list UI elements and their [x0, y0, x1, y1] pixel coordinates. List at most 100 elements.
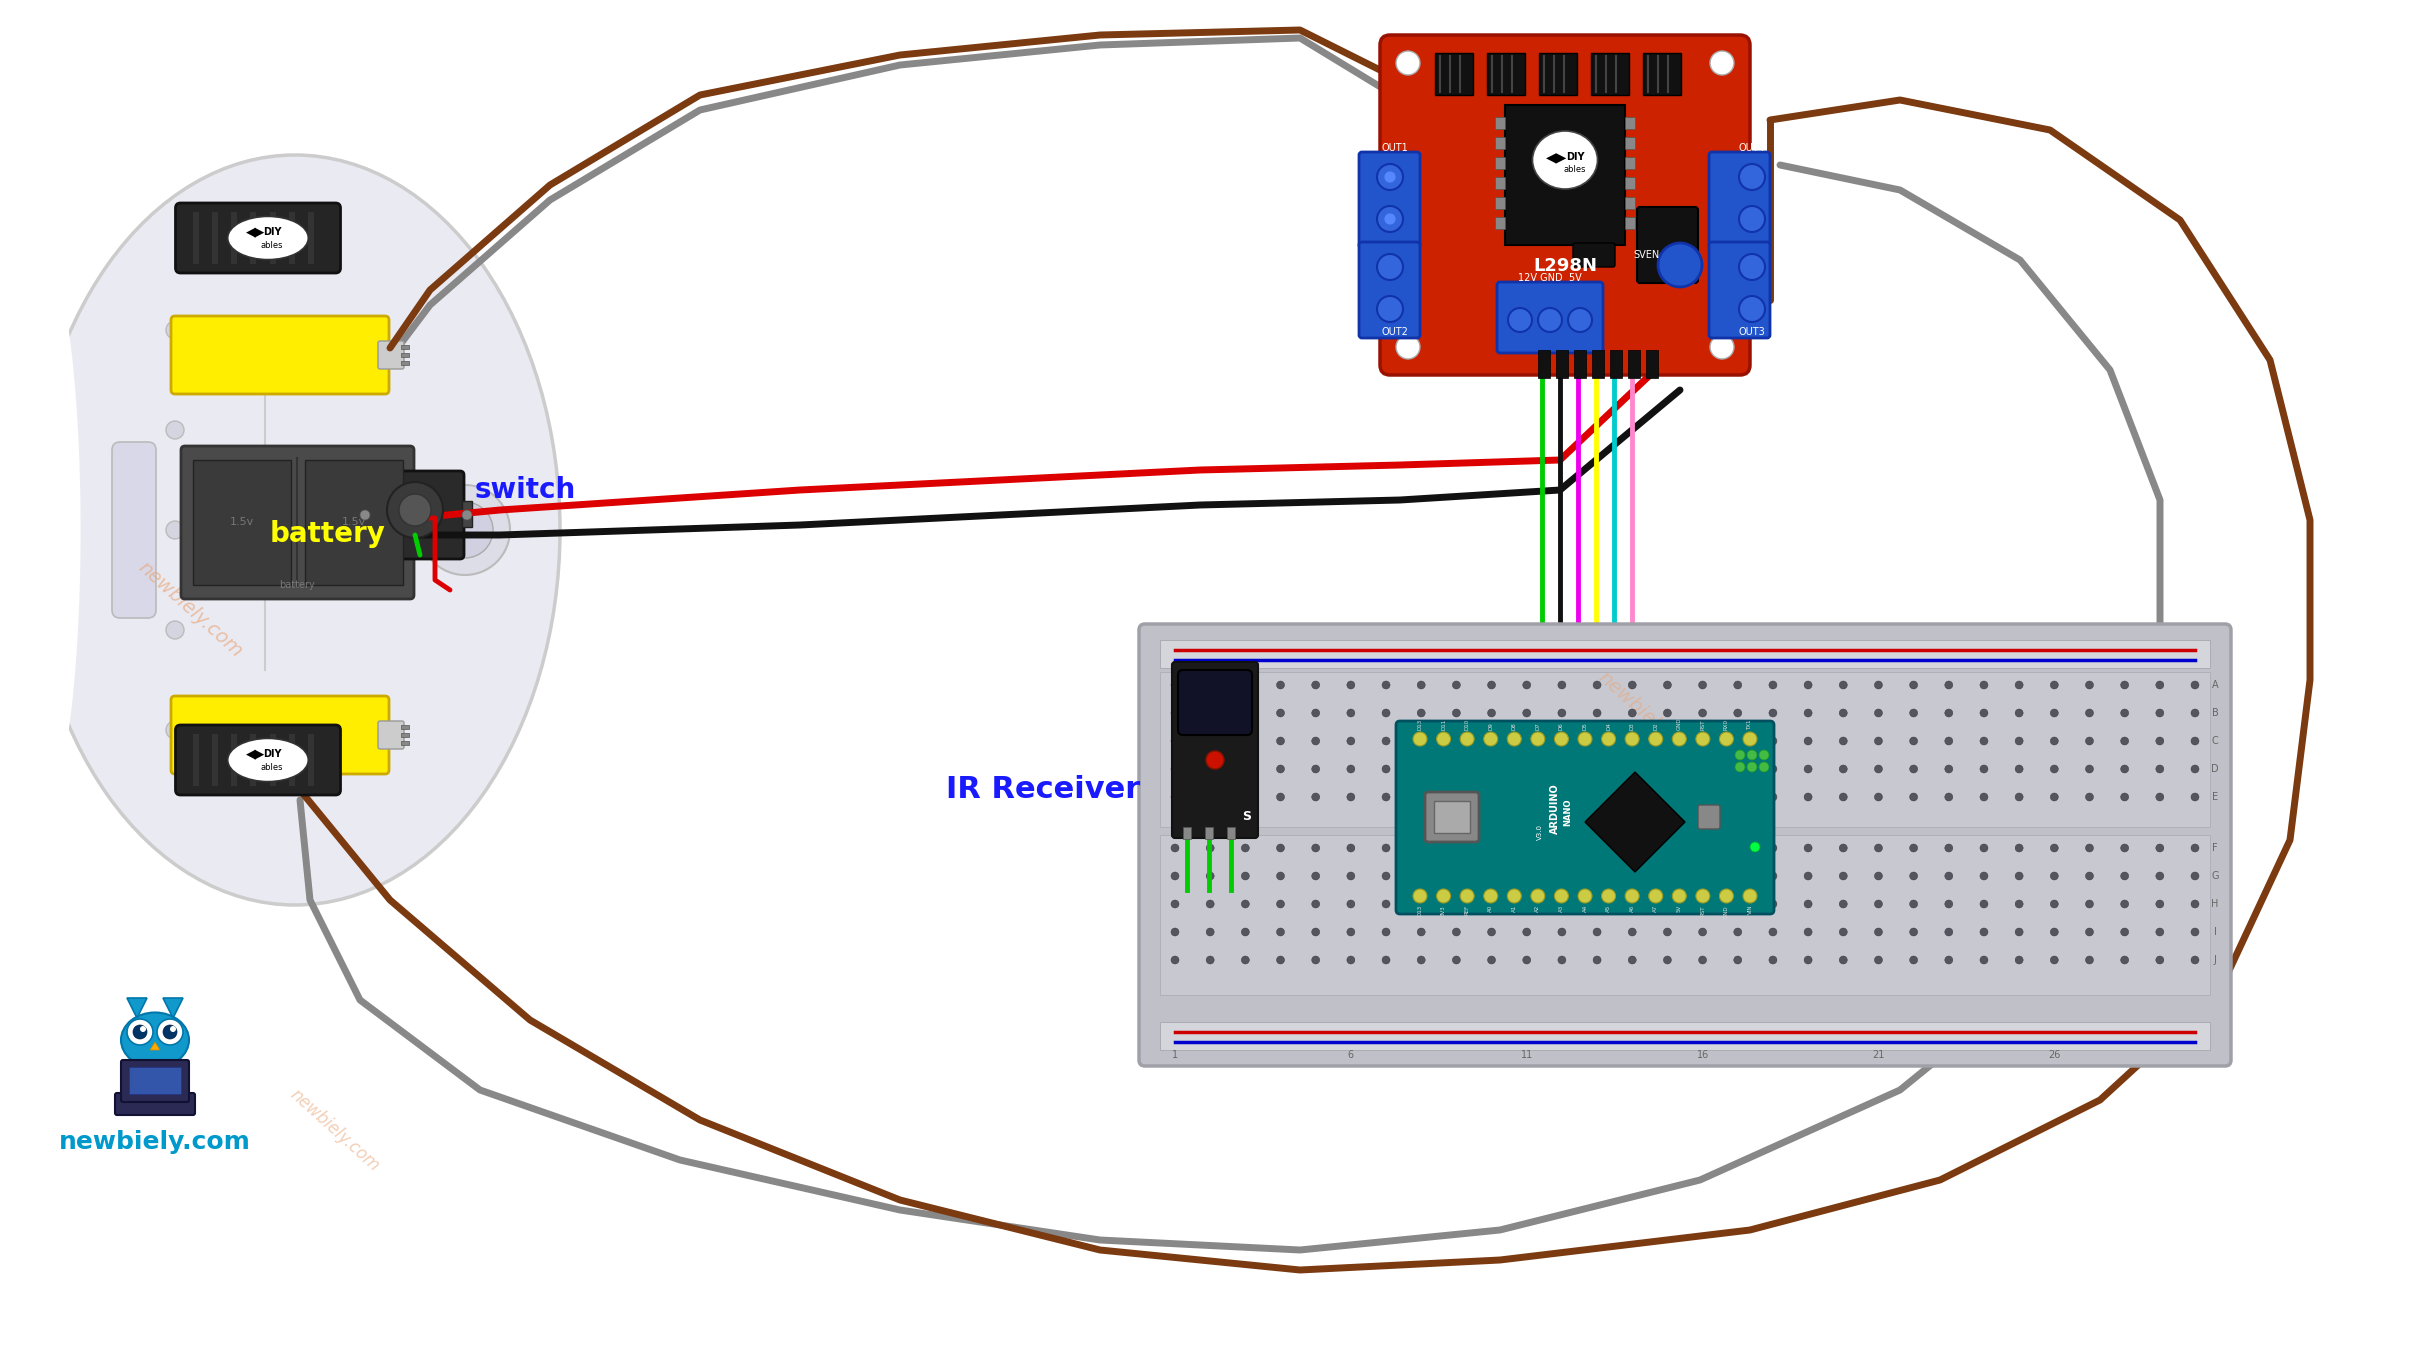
FancyBboxPatch shape — [114, 1094, 195, 1115]
Circle shape — [1381, 872, 1391, 880]
Circle shape — [134, 1025, 146, 1040]
Circle shape — [1452, 765, 1459, 774]
Text: IR Receiver: IR Receiver — [946, 775, 1141, 805]
Text: G: G — [2211, 871, 2218, 882]
Circle shape — [1578, 890, 1593, 903]
Bar — [1496, 197, 1505, 209]
Circle shape — [1277, 872, 1284, 880]
Bar — [1160, 640, 2211, 668]
Bar — [401, 360, 409, 365]
Circle shape — [1418, 709, 1425, 717]
Circle shape — [421, 485, 511, 575]
Circle shape — [1578, 732, 1593, 747]
Circle shape — [1418, 900, 1425, 909]
Circle shape — [1311, 709, 1321, 717]
Circle shape — [1488, 872, 1496, 880]
Text: ables: ables — [260, 764, 282, 772]
Circle shape — [1946, 872, 1953, 880]
Bar — [1625, 157, 1634, 169]
Bar — [1496, 177, 1505, 189]
Circle shape — [1452, 927, 1459, 936]
FancyBboxPatch shape — [1637, 207, 1698, 284]
Circle shape — [1488, 737, 1496, 745]
Circle shape — [1347, 765, 1355, 774]
Circle shape — [1768, 737, 1778, 745]
Circle shape — [1311, 900, 1321, 909]
Bar — [309, 734, 314, 786]
Text: F: F — [2213, 842, 2218, 853]
Circle shape — [1593, 737, 1600, 745]
Circle shape — [1418, 737, 1425, 745]
Circle shape — [1663, 956, 1671, 964]
Bar — [1505, 105, 1625, 244]
Circle shape — [1418, 844, 1425, 852]
Circle shape — [1593, 765, 1600, 774]
Circle shape — [1746, 761, 1756, 772]
Circle shape — [1437, 732, 1449, 747]
Circle shape — [1522, 765, 1530, 774]
Bar — [1591, 53, 1629, 94]
Circle shape — [1484, 890, 1498, 903]
Text: ◀▶: ◀▶ — [1547, 150, 1569, 163]
Circle shape — [2016, 709, 2023, 717]
Circle shape — [1698, 927, 1707, 936]
Circle shape — [1734, 709, 1741, 717]
Circle shape — [1311, 792, 1321, 801]
Bar — [1627, 350, 1639, 378]
Circle shape — [1768, 900, 1778, 909]
Circle shape — [2121, 900, 2128, 909]
Text: D: D — [2211, 764, 2218, 774]
Text: A0: A0 — [1488, 904, 1493, 913]
Circle shape — [1909, 765, 1916, 774]
Bar — [289, 734, 294, 786]
Bar — [1160, 1022, 2211, 1050]
Circle shape — [1381, 709, 1391, 717]
Circle shape — [1663, 792, 1671, 801]
Circle shape — [1629, 792, 1637, 801]
Circle shape — [1537, 308, 1561, 332]
Circle shape — [2121, 792, 2128, 801]
Bar — [304, 460, 404, 585]
Circle shape — [1758, 751, 1768, 760]
Bar — [1625, 197, 1634, 209]
Circle shape — [1206, 956, 1214, 964]
FancyBboxPatch shape — [112, 441, 156, 618]
Circle shape — [1746, 751, 1756, 760]
Circle shape — [1875, 956, 1882, 964]
Circle shape — [1559, 900, 1566, 909]
Circle shape — [1206, 900, 1214, 909]
Bar — [129, 1066, 180, 1094]
Circle shape — [1980, 844, 1987, 852]
FancyBboxPatch shape — [1359, 153, 1420, 248]
Circle shape — [1593, 792, 1600, 801]
Text: DIY: DIY — [263, 749, 282, 759]
Circle shape — [1418, 765, 1425, 774]
Circle shape — [1909, 709, 1916, 717]
Circle shape — [1909, 680, 1916, 688]
Circle shape — [2050, 709, 2057, 717]
Circle shape — [1277, 737, 1284, 745]
Text: D8: D8 — [1513, 722, 1518, 730]
FancyBboxPatch shape — [1359, 242, 1420, 338]
Circle shape — [1673, 890, 1685, 903]
Circle shape — [2121, 927, 2128, 936]
Circle shape — [1734, 751, 1746, 760]
Circle shape — [1946, 709, 1953, 717]
Circle shape — [2016, 900, 2023, 909]
Text: C: C — [2211, 736, 2218, 747]
Circle shape — [1649, 732, 1663, 747]
Circle shape — [1522, 737, 1530, 745]
Circle shape — [1805, 765, 1812, 774]
Circle shape — [1603, 890, 1615, 903]
Circle shape — [2050, 927, 2057, 936]
Bar — [212, 212, 219, 265]
Circle shape — [2191, 765, 2199, 774]
Ellipse shape — [229, 216, 309, 259]
Circle shape — [1739, 163, 1766, 190]
Circle shape — [2050, 956, 2057, 964]
Circle shape — [2050, 765, 2057, 774]
Circle shape — [1946, 765, 1953, 774]
Bar — [212, 734, 219, 786]
Text: D7: D7 — [1535, 722, 1539, 730]
Bar — [379, 348, 399, 362]
